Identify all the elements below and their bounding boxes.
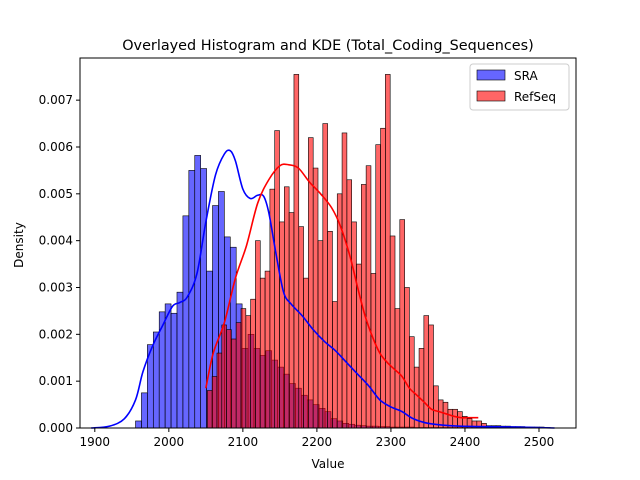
sra-bar <box>170 312 178 429</box>
refseq-bar <box>370 273 377 429</box>
refseq-bar <box>423 315 429 429</box>
refseq-bar <box>341 132 348 429</box>
refseq-bar <box>375 144 381 429</box>
y-tick-label: 0.001 <box>39 374 73 388</box>
x-tick-label: 2000 <box>154 435 185 449</box>
chart-title: Overlayed Histogram and KDE (Total_Codin… <box>122 38 534 54</box>
legend-swatch-refseq <box>476 90 506 102</box>
kde-lines <box>91 149 555 429</box>
refseq-bar <box>433 385 439 429</box>
refseq-bar <box>259 277 266 429</box>
sra-bar <box>182 215 190 429</box>
refseq-bar <box>437 399 444 429</box>
refseq-bar <box>216 352 223 429</box>
sra-bar <box>194 155 201 429</box>
refseq-bar <box>207 390 213 429</box>
sra-bar <box>200 168 207 429</box>
refseq-bar <box>264 270 271 429</box>
legend-swatch-sra <box>476 69 506 81</box>
x-tick-label: 2400 <box>450 435 481 449</box>
refseq-bar <box>332 301 338 429</box>
refseq-bar <box>288 212 295 429</box>
y-tick-label: 0.003 <box>39 280 73 294</box>
y-tick-label: 0.000 <box>39 421 73 435</box>
sra-bar <box>141 392 148 429</box>
y-tick-label: 0.006 <box>39 140 73 154</box>
refseq-bar <box>322 123 328 429</box>
sra-bar <box>188 170 196 429</box>
x-axis-ticks: 1900 2000 2100 2200 2300 2400 2500 <box>80 428 555 449</box>
legend-label-refseq: RefSeq <box>514 90 556 104</box>
x-tick-label: 1900 <box>80 435 111 449</box>
x-tick-label: 2300 <box>376 435 407 449</box>
refseq-bar <box>298 226 304 429</box>
sra-bar <box>135 420 142 429</box>
refseq-bar <box>351 221 357 429</box>
refseq-bar <box>442 401 449 429</box>
refseq-bar <box>255 240 261 429</box>
refseq-bar <box>399 219 405 429</box>
refseq-bar <box>245 315 251 429</box>
refseq-bar <box>418 348 425 429</box>
y-tick-label: 0.005 <box>39 187 73 201</box>
y-axis-label: Density <box>12 222 26 268</box>
sra-bar <box>152 331 160 429</box>
refseq-bar <box>409 336 415 429</box>
refseq-bar <box>279 221 285 429</box>
axes-frame <box>79 57 577 429</box>
refseq-bar <box>250 298 256 429</box>
x-axis-label: Value <box>312 457 345 471</box>
refseq-bar <box>303 277 309 429</box>
refseq-bar <box>312 167 319 429</box>
sra-bar <box>164 303 172 429</box>
refseq-bar <box>385 74 391 429</box>
legend: SRA RefSeq <box>469 63 570 111</box>
refseq-bars <box>207 74 545 429</box>
refseq-bar <box>327 230 333 429</box>
y-tick-label: 0.007 <box>39 93 73 107</box>
refseq-bar <box>221 324 227 429</box>
refseq-bar <box>284 186 290 429</box>
refseq-bar <box>274 130 280 429</box>
refseq-bar <box>235 322 242 429</box>
x-tick-label: 2500 <box>524 435 555 449</box>
refseq-bar <box>380 127 386 429</box>
refseq-bar <box>293 74 300 429</box>
legend-label-sra: SRA <box>514 69 538 83</box>
refseq-bar <box>389 235 396 429</box>
refseq-kde-line <box>205 163 479 419</box>
refseq-bar <box>231 338 237 429</box>
y-tick-label: 0.002 <box>39 327 73 341</box>
y-axis-ticks: 0.000 0.001 0.002 0.003 0.004 0.005 0.006 0.007 <box>39 93 80 435</box>
x-tick-label: 2100 <box>228 435 259 449</box>
sra-bar <box>176 291 184 429</box>
refseq-bar <box>317 240 324 429</box>
refseq-bar <box>211 376 218 429</box>
sra-kde-line <box>91 149 555 429</box>
refseq-bar <box>346 179 352 429</box>
refseq-bar <box>428 324 434 429</box>
x-tick-label: 2200 <box>302 435 333 449</box>
y-tick-label: 0.004 <box>39 234 73 248</box>
refseq-bar <box>226 329 232 429</box>
refseq-bar <box>240 308 247 429</box>
refseq-bar <box>404 287 410 429</box>
